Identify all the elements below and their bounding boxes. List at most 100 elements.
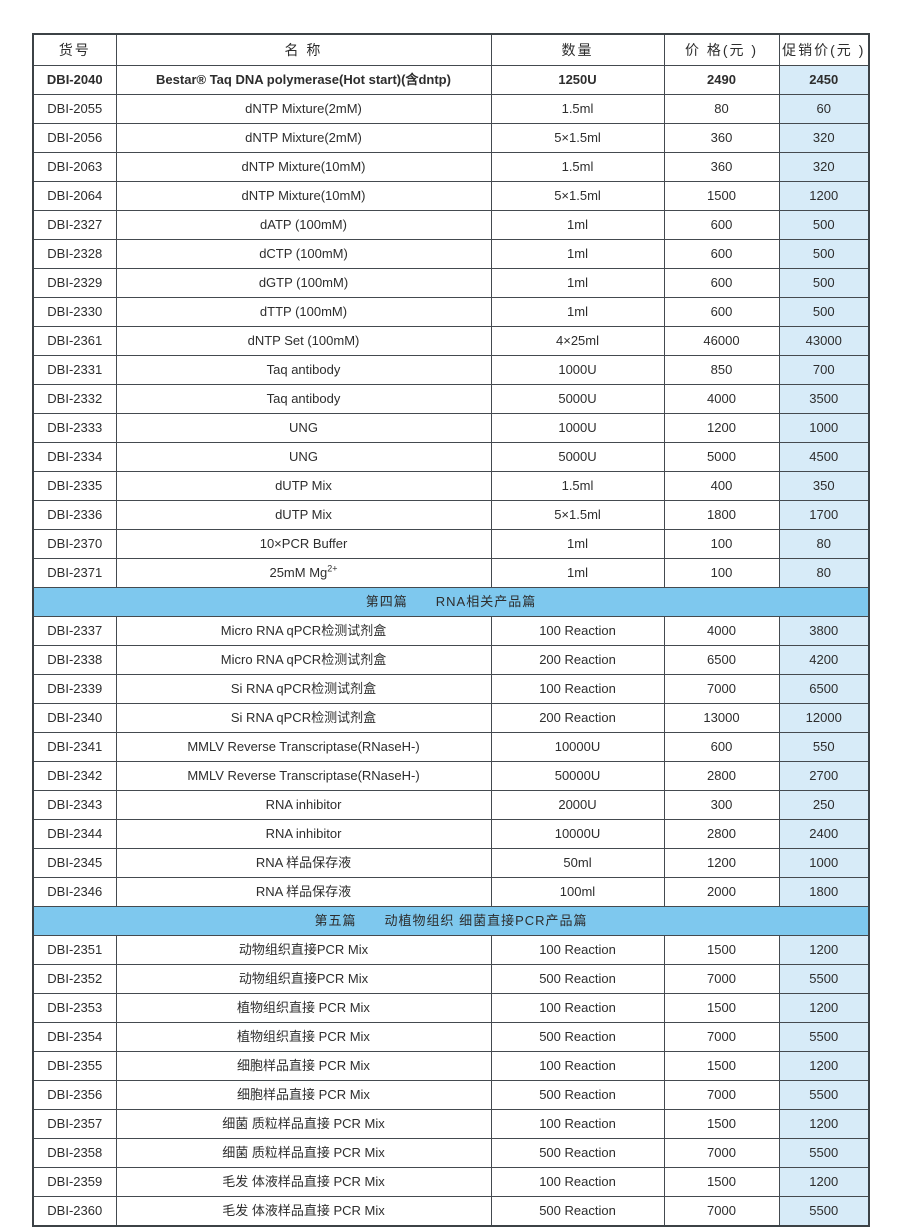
product-name-cell: dCTP (100mM) <box>115 239 492 269</box>
product-name-cell: 毛发 体液样品直接 PCR Mix <box>115 1196 492 1227</box>
quantity-cell: 500 Reaction <box>490 1196 665 1227</box>
quantity-cell: 100 Reaction <box>490 1167 665 1197</box>
product-code-cell: DBI-2352 <box>32 964 117 994</box>
product-name-cell: MMLV Reverse Transcriptase(RNaseH-) <box>115 761 492 791</box>
promo-price-cell: 320 <box>778 123 870 153</box>
table-header-row: 货号 名 称 数量 价 格(元 ) 促销价(元 ) <box>32 33 870 66</box>
table-row: DBI-2370 10×PCR Buffer 1ml 100 80 <box>32 529 870 559</box>
promo-price-cell: 3800 <box>778 616 870 646</box>
table-row: DBI-2351 动物组织直接PCR Mix 100 Reaction 1500 120… <box>32 935 870 965</box>
product-code-cell: DBI-2063 <box>32 152 117 182</box>
product-name-cell: Micro RNA qPCR检测试剂盒 <box>115 645 492 675</box>
table-row: DBI-2359 毛发 体液样品直接 PCR Mix 100 Reaction 150… <box>32 1167 870 1197</box>
table-row: DBI-2358 细菌 质粒样品直接 PCR Mix 500 Reaction 700… <box>32 1138 870 1168</box>
product-name-cell: 10×PCR Buffer <box>115 529 492 559</box>
section-title: 第五篇 动植物组织 细菌直接PCR产品篇 <box>32 906 870 936</box>
promo-price-cell: 1200 <box>778 935 870 965</box>
quantity-cell: 10000U <box>490 732 665 762</box>
promo-price-cell: 6500 <box>778 674 870 704</box>
table-row: DBI-2340 Si RNA qPCR检测试剂盒 200 Reaction 1300… <box>32 703 870 733</box>
table-row: DBI-2352 动物组织直接PCR Mix 500 Reaction 7000 550… <box>32 964 870 994</box>
product-code-cell: DBI-2360 <box>32 1196 117 1227</box>
product-name-cell: dGTP (100mM) <box>115 268 492 298</box>
promo-price-cell: 2400 <box>778 819 870 849</box>
product-code-cell: DBI-2346 <box>32 877 117 907</box>
promo-price-cell: 4500 <box>778 442 870 472</box>
table-row: DBI-2346 RNA 样品保存液 100ml 2000 1800 <box>32 877 870 907</box>
price-cell: 300 <box>663 790 780 820</box>
product-code-cell: DBI-2341 <box>32 732 117 762</box>
table-row: DBI-2329 dGTP (100mM) 1ml 600 500 <box>32 268 870 298</box>
product-code-cell: DBI-2359 <box>32 1167 117 1197</box>
quantity-cell: 4×25ml <box>490 326 665 356</box>
product-code-cell: DBI-2064 <box>32 181 117 211</box>
price-cell: 7000 <box>663 1080 780 1110</box>
product-code-cell: DBI-2371 <box>32 558 117 588</box>
promo-price-cell: 1000 <box>778 848 870 878</box>
promo-price-cell: 1200 <box>778 1167 870 1197</box>
price-cell: 1500 <box>663 1167 780 1197</box>
table-row: DBI-2343 RNA inhibitor 2000U 300 250 <box>32 790 870 820</box>
column-header-code: 货号 <box>32 33 117 66</box>
product-code-cell: DBI-2329 <box>32 268 117 298</box>
column-header-promo: 促销价(元 ) <box>778 33 870 66</box>
superscript-text: 2+ <box>327 563 338 574</box>
table-row: DBI-2337 Micro RNA qPCR检测试剂盒 100 Reaction 4… <box>32 616 870 646</box>
price-cell: 13000 <box>663 703 780 733</box>
product-code-cell: DBI-2335 <box>32 471 117 501</box>
product-code-cell: DBI-2040 <box>32 65 117 95</box>
product-name-cell: dNTP Mixture(2mM) <box>115 123 492 153</box>
quantity-cell: 100 Reaction <box>490 935 665 965</box>
price-cell: 600 <box>663 297 780 327</box>
table-row: DBI-2334 UNG 5000U 5000 4500 <box>32 442 870 472</box>
promo-price-cell: 500 <box>778 268 870 298</box>
promo-price-cell: 5500 <box>778 1138 870 1168</box>
quantity-cell: 100 Reaction <box>490 1051 665 1081</box>
product-name-cell: Micro RNA qPCR检测试剂盒 <box>115 616 492 646</box>
promo-price-cell: 43000 <box>778 326 870 356</box>
product-code-cell: DBI-2353 <box>32 993 117 1023</box>
product-name-cell: dATP (100mM) <box>115 210 492 240</box>
table-row: DBI-2327 dATP (100mM) 1ml 600 500 <box>32 210 870 240</box>
quantity-cell: 1ml <box>490 268 665 298</box>
table-row: DBI-2063 dNTP Mixture(10mM) 1.5ml 360 320 <box>32 152 870 182</box>
table-row: DBI-2333 UNG 1000U 1200 1000 <box>32 413 870 443</box>
quantity-cell: 500 Reaction <box>490 1022 665 1052</box>
promo-price-cell: 5500 <box>778 1196 870 1227</box>
quantity-cell: 1ml <box>490 558 665 588</box>
price-cell: 600 <box>663 210 780 240</box>
product-code-cell: DBI-2345 <box>32 848 117 878</box>
product-name-cell: 动物组织直接PCR Mix <box>115 935 492 965</box>
product-name-cell: 25mM Mg2+ <box>115 558 492 588</box>
price-cell: 100 <box>663 558 780 588</box>
promo-price-cell: 320 <box>778 152 870 182</box>
table-row: DBI-2331 Taq antibody 1000U 850 700 <box>32 355 870 385</box>
price-cell: 7000 <box>663 964 780 994</box>
promo-price-cell: 2450 <box>778 65 870 95</box>
product-name-cell: dUTP Mix <box>115 500 492 530</box>
quantity-cell: 500 Reaction <box>490 964 665 994</box>
product-code-cell: DBI-2333 <box>32 413 117 443</box>
product-name-cell: 植物组织直接 PCR Mix <box>115 1022 492 1052</box>
product-code-cell: DBI-2355 <box>32 1051 117 1081</box>
product-code-cell: DBI-2356 <box>32 1080 117 1110</box>
price-cell: 600 <box>663 732 780 762</box>
price-cell: 7000 <box>663 1138 780 1168</box>
promo-price-cell: 1000 <box>778 413 870 443</box>
table-row: DBI-2360 毛发 体液样品直接 PCR Mix 500 Reaction 700… <box>32 1196 870 1227</box>
price-cell: 1200 <box>663 413 780 443</box>
product-code-cell: DBI-2351 <box>32 935 117 965</box>
table-row: DBI-2356 细胞样品直接 PCR Mix 500 Reaction 7000 55… <box>32 1080 870 1110</box>
table-row: DBI-2328 dCTP (100mM) 1ml 600 500 <box>32 239 870 269</box>
quantity-cell: 1ml <box>490 297 665 327</box>
product-code-cell: DBI-2339 <box>32 674 117 704</box>
column-header-qty: 数量 <box>490 33 665 66</box>
table-row: DBI-2345 RNA 样品保存液 50ml 1200 1000 <box>32 848 870 878</box>
product-code-cell: DBI-2328 <box>32 239 117 269</box>
promo-price-cell: 80 <box>778 529 870 559</box>
product-name-cell: 细菌 质粒样品直接 PCR Mix <box>115 1138 492 1168</box>
product-code-cell: DBI-2327 <box>32 210 117 240</box>
table-row: DBI-2361 dNTP Set (100mM) 4×25ml 46000 43000 <box>32 326 870 356</box>
quantity-cell: 50ml <box>490 848 665 878</box>
quantity-cell: 100 Reaction <box>490 616 665 646</box>
